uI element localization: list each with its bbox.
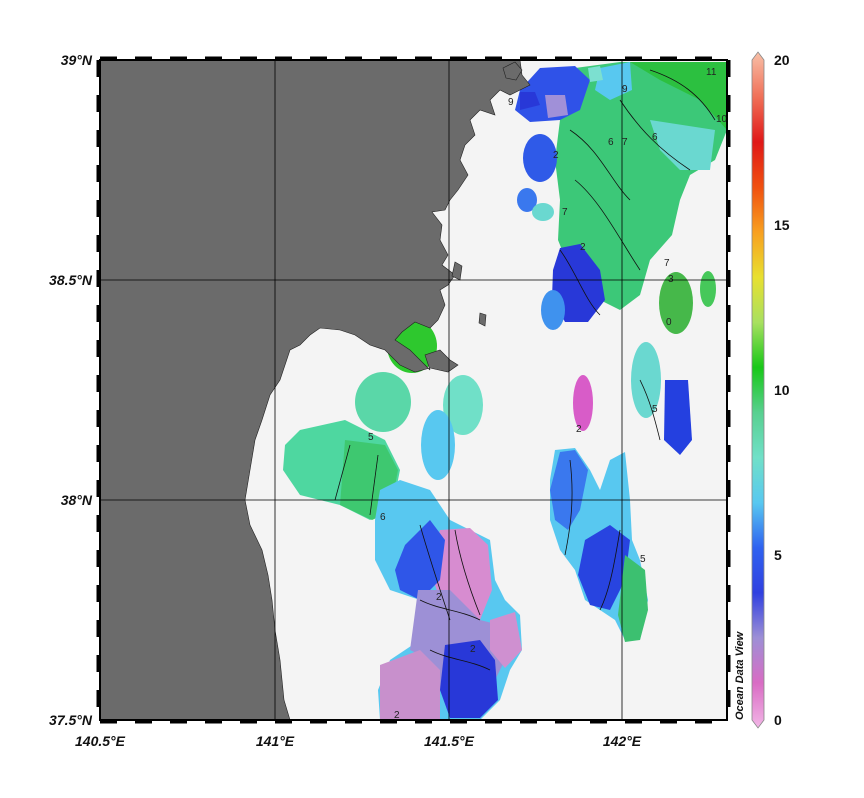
data-patch [550, 450, 588, 530]
contour-label: 7 [664, 258, 670, 269]
contour-label: 0 [666, 317, 672, 328]
land-island [502, 61, 523, 81]
data-patch [490, 612, 522, 668]
colorbar-label: 20 [774, 52, 790, 68]
data-patch [440, 640, 498, 718]
contour-line [559, 249, 601, 316]
lat-label: 38°N [61, 492, 93, 508]
data-patch [443, 375, 483, 435]
data-patch [588, 66, 603, 82]
data-patch [659, 272, 693, 334]
contour-label: 7 [622, 137, 628, 148]
lat-labels: 39°N 38.5°N 38°N 37.5°N [49, 52, 93, 728]
contour-label: 11 [706, 67, 717, 78]
data-patch [523, 134, 557, 182]
data-patch [355, 372, 411, 432]
lat-label: 37.5°N [49, 712, 93, 728]
contour-line [574, 179, 641, 271]
contour-line [619, 99, 691, 171]
contour-label: 6 [608, 137, 614, 148]
data-patch [517, 188, 537, 212]
contour-label: 2 [394, 710, 400, 721]
colorbar-label: 0 [774, 712, 782, 728]
contour-line [569, 129, 631, 201]
colorbar: 20 15 10 5 0 [751, 51, 790, 729]
data-patch [664, 380, 692, 455]
contour-label: 2 [470, 644, 476, 655]
lon-label: 141°E [256, 733, 295, 749]
colorbar-label: 10 [774, 382, 790, 398]
contour-line [649, 69, 716, 121]
data-patch [532, 203, 554, 221]
contour-label: 5 [368, 432, 374, 443]
colorbar-label: 15 [774, 217, 790, 233]
land-mass-honshu [99, 59, 531, 721]
data-patch [545, 95, 568, 118]
lon-label: 141.5°E [424, 733, 475, 749]
lon-labels: 140.5°E 141°E 141.5°E 142°E [75, 733, 642, 749]
contour-label: 9 [508, 97, 514, 108]
contour-labels: 11 10 9 9 6 7 6 7 2 2 7 3 0 5 5 2 6 5 2 … [368, 67, 728, 721]
contour-line [454, 529, 481, 616]
ocean-data-view-credit: Ocean Data View [734, 630, 746, 720]
data-field [283, 62, 727, 720]
contour-line [419, 599, 481, 621]
data-patch [552, 244, 605, 322]
map-frame [99, 59, 728, 721]
lat-label: 38.5°N [49, 272, 93, 288]
contour-label: 2 [436, 592, 442, 603]
contour-line [599, 529, 621, 611]
contour-label: 6 [652, 132, 658, 143]
data-patch [631, 342, 661, 418]
data-patch [555, 62, 727, 310]
contour-line [564, 459, 573, 556]
data-patch [630, 62, 727, 130]
contour-label: 2 [576, 424, 582, 435]
contour-label: 6 [380, 512, 386, 523]
data-patch [395, 520, 445, 600]
data-patch [650, 120, 715, 170]
data-patch [541, 290, 565, 330]
contour-label: 3 [668, 274, 674, 285]
contour-line [429, 649, 491, 671]
data-patch [380, 650, 440, 720]
colorbar-bar [751, 51, 765, 729]
land [99, 59, 531, 721]
contour-label: 5 [640, 554, 646, 565]
graticule [100, 60, 727, 720]
contours [334, 69, 716, 671]
contour-label: 2 [580, 242, 586, 253]
contour-line [334, 444, 351, 501]
data-patch [421, 410, 455, 480]
lon-label: 142°E [603, 733, 642, 749]
contour-line [639, 379, 661, 441]
contour-label: 5 [652, 404, 658, 415]
frame-ticks [96, 56, 731, 724]
contour-label: 2 [553, 150, 559, 161]
data-patch [573, 375, 593, 431]
lat-label: 39°N [61, 52, 93, 68]
lon-label: 140.5°E [75, 733, 126, 749]
contour-line [369, 454, 379, 516]
land-island [478, 312, 487, 327]
data-patch [595, 62, 632, 100]
colorbar-label: 5 [774, 547, 782, 563]
data-patch [515, 66, 590, 122]
contour-label: 10 [716, 114, 728, 125]
data-patch [700, 271, 716, 307]
contour-label: 9 [622, 84, 628, 95]
data-patch [618, 555, 648, 642]
contour-label: 7 [562, 207, 568, 218]
data-patch [520, 92, 540, 110]
contour-line [419, 524, 451, 621]
